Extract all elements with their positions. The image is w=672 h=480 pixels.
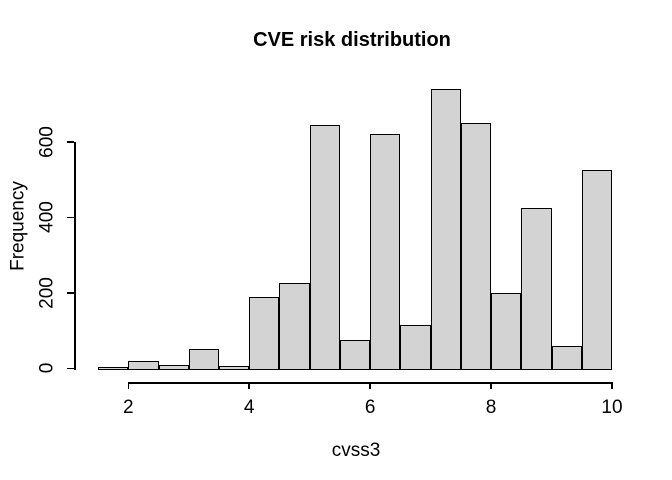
y-tick-label: 0 xyxy=(36,363,58,374)
y-axis-tick xyxy=(67,292,74,294)
histogram-bar xyxy=(370,134,401,370)
y-axis-line xyxy=(74,141,76,370)
x-axis-tick xyxy=(611,382,613,390)
histogram-bar xyxy=(158,364,189,370)
x-axis-tick xyxy=(369,382,371,390)
x-tick-label: 6 xyxy=(364,397,376,418)
x-tick-label: 4 xyxy=(243,397,255,418)
x-tick-label: 8 xyxy=(485,397,497,418)
y-axis-label: Frequency xyxy=(7,181,29,271)
histogram-bar xyxy=(521,207,552,370)
histogram-bar xyxy=(551,346,582,370)
x-axis-tick xyxy=(248,382,250,390)
y-tick-label: 400 xyxy=(36,201,58,234)
histogram-bar xyxy=(279,283,310,370)
histogram-bar xyxy=(491,292,522,370)
histogram-bar xyxy=(128,360,159,370)
histogram-bar xyxy=(339,340,371,370)
histogram-bar xyxy=(460,122,492,370)
x-axis-line xyxy=(128,382,614,384)
histogram-bar xyxy=(430,88,461,370)
histogram-bar xyxy=(218,365,250,370)
chart-title: CVE risk distribution xyxy=(253,29,451,51)
histogram-bar xyxy=(400,324,431,370)
x-tick-label: 2 xyxy=(123,397,134,418)
histogram-bar xyxy=(98,367,129,370)
y-tick-label: 600 xyxy=(36,125,58,158)
x-axis-tick xyxy=(490,382,492,390)
y-axis-tick xyxy=(67,141,74,143)
histogram-bar xyxy=(581,170,612,370)
histogram-bar xyxy=(188,348,219,370)
x-axis-tick xyxy=(127,382,130,390)
x-axis-label: cvss3 xyxy=(331,440,381,461)
x-tick-label: 10 xyxy=(601,397,623,418)
y-axis-tick xyxy=(67,216,74,219)
histogram-bar xyxy=(249,296,280,370)
y-axis-tick xyxy=(67,367,74,370)
y-tick-label: 200 xyxy=(36,276,58,309)
histogram-bar xyxy=(309,124,340,370)
